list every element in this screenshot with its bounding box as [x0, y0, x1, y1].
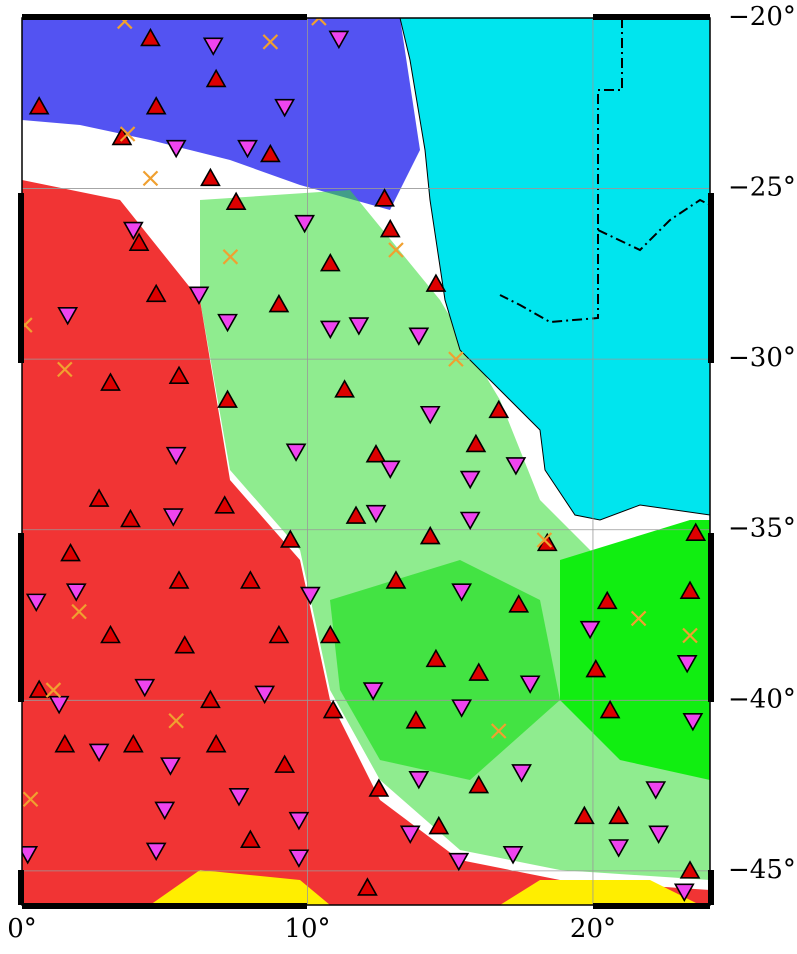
- y-tick-label: −35°: [728, 514, 796, 544]
- frame-segment: [18, 870, 24, 905]
- frame-segment: [593, 14, 710, 20]
- y-tick-label: −45°: [728, 855, 796, 885]
- map-figure: 0° 10° 20° −20° −25° −30° −35° −40° −45°: [0, 0, 797, 954]
- x-tick-label: 10°: [284, 914, 330, 944]
- frame-segment: [18, 193, 24, 363]
- x-tick-label: 0°: [7, 914, 37, 944]
- frame-segment: [708, 870, 714, 905]
- y-tick-label: −40°: [728, 684, 796, 714]
- frame-segment: [18, 533, 24, 702]
- frame-segment: [22, 14, 307, 20]
- page: {"chart_data": {"type": "map", "xlim": […: [0, 0, 797, 954]
- frame-segment: [708, 533, 714, 702]
- x-tick-label: 20°: [570, 914, 616, 944]
- y-tick-label: −30°: [728, 343, 796, 373]
- y-tick-label: −25°: [728, 173, 796, 203]
- y-tick-label: −20°: [728, 2, 796, 32]
- frame-segment: [708, 193, 714, 363]
- map-background: [22, 18, 710, 905]
- frame-segment: [593, 903, 710, 909]
- frame-segment: [22, 903, 307, 909]
